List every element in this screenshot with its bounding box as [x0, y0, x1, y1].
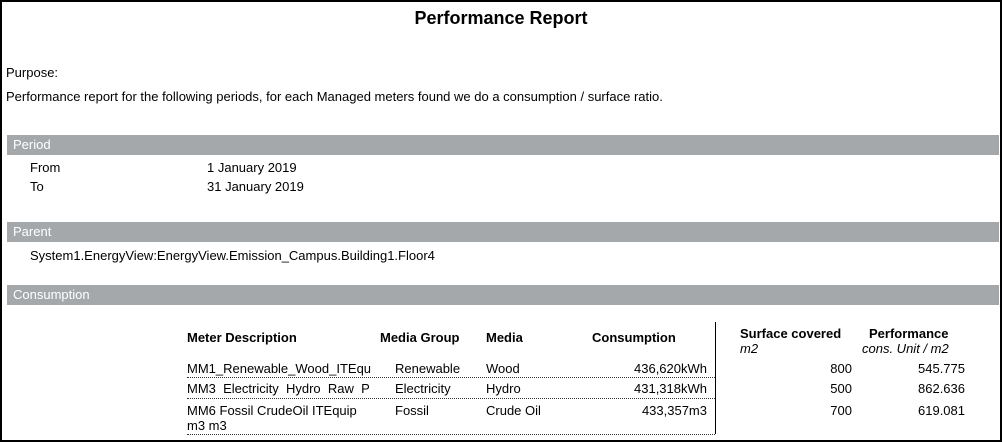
period-from-value: 1 January 2019 — [207, 160, 297, 175]
table-vertical-divider — [715, 322, 716, 434]
media-cell: Crude Oil — [486, 403, 541, 418]
column-header-performance: Performance — [869, 326, 949, 341]
row-separator — [187, 398, 715, 399]
purpose-label: Purpose: — [6, 65, 59, 80]
column-header-meter-description: Meter Description — [187, 330, 297, 345]
performance-cell: 862.636 — [918, 381, 965, 396]
period-to-label: To — [30, 179, 44, 194]
media-group-cell: Renewable — [395, 361, 461, 376]
column-header-consumption: Consumption — [592, 330, 676, 345]
consumption-section-header: Consumption — [7, 285, 999, 305]
surface-covered-cell: 800 — [830, 361, 852, 376]
column-header-media: Media — [486, 330, 523, 345]
media-cell: Hydro — [486, 381, 521, 396]
page-title: Performance Report — [414, 8, 588, 28]
meter-description-cell: MM3 Electricity Hydro Raw P — [187, 381, 370, 396]
purpose-text: Performance report for the following per… — [6, 89, 663, 104]
meter-description-cell: MM6 Fossil CrudeOil ITEquip m3 m3 — [187, 403, 357, 433]
performance-cell: 619.081 — [918, 403, 965, 418]
media-group-cell: Electricity — [395, 381, 451, 396]
row-separator — [187, 377, 715, 378]
column-header-media-group: Media Group — [380, 330, 460, 345]
period-section-header: Period — [7, 135, 999, 155]
period-from-label: From — [30, 160, 61, 175]
meter-description-cell: MM1_Renewable_Wood_ITEqu — [187, 361, 372, 376]
consumption-value-cell: 436,620kWh — [634, 361, 707, 376]
parent-section-header: Parent — [7, 222, 999, 242]
surface-covered-cell: 700 — [830, 403, 852, 418]
surface-covered-cell: 500 — [830, 381, 852, 396]
column-header-performance-unit: cons. Unit / m2 — [862, 341, 949, 356]
performance-cell: 545.775 — [918, 361, 965, 376]
media-cell: Wood — [486, 361, 520, 376]
consumption-value-cell: 431,318kWh — [634, 381, 707, 396]
period-to-value: 31 January 2019 — [207, 179, 304, 194]
media-group-cell: Fossil — [395, 403, 429, 418]
column-header-surface-unit: m2 — [740, 341, 759, 356]
row-separator — [187, 434, 715, 435]
consumption-value-cell: 433,357m3 — [641, 403, 707, 418]
parent-path: System1.EnergyView:EnergyView.Emission_C… — [30, 248, 435, 263]
column-header-surface-covered: Surface covered — [740, 326, 842, 341]
